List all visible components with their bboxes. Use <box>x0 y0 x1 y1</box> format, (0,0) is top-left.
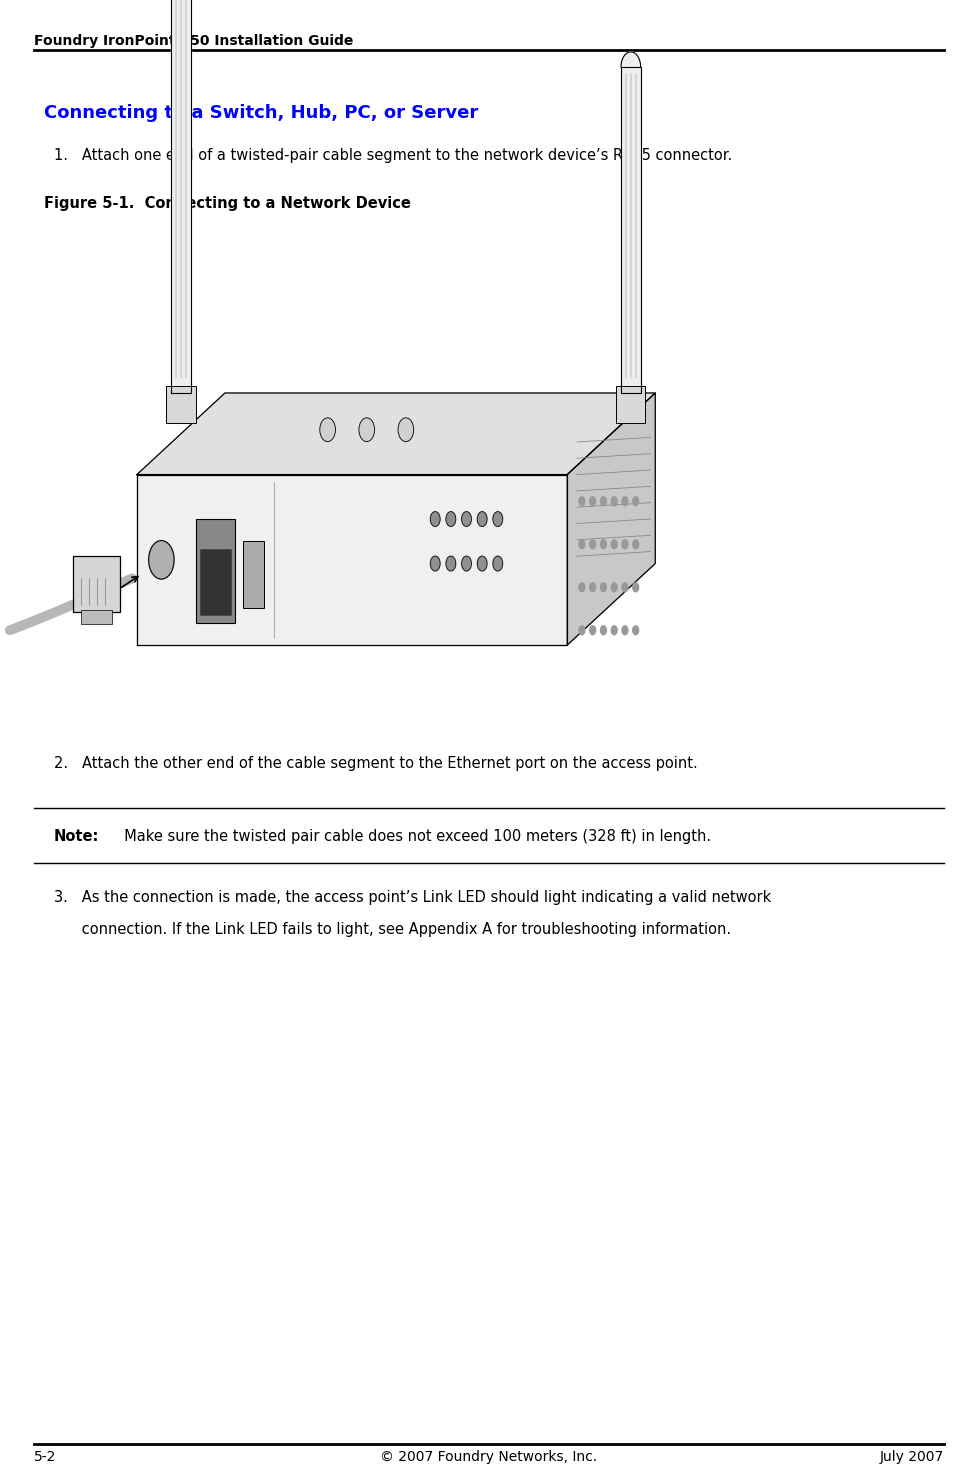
Circle shape <box>611 497 616 506</box>
Polygon shape <box>567 393 655 645</box>
Circle shape <box>621 497 627 506</box>
Text: July 2007: July 2007 <box>878 1450 943 1464</box>
Circle shape <box>632 583 638 592</box>
Circle shape <box>600 540 606 549</box>
Circle shape <box>578 626 584 635</box>
Circle shape <box>461 556 471 571</box>
Bar <box>199 549 231 615</box>
Text: 1.   Attach one end of a twisted-pair cable segment to the network device’s RJ-4: 1. Attach one end of a twisted-pair cabl… <box>54 148 732 163</box>
Circle shape <box>578 540 584 549</box>
Circle shape <box>621 626 627 635</box>
Circle shape <box>600 497 606 506</box>
Circle shape <box>621 583 627 592</box>
Bar <box>195 519 234 623</box>
Circle shape <box>359 418 374 442</box>
Text: Note:: Note: <box>54 829 99 844</box>
Text: 2.   Attach the other end of the cable segment to the Ethernet port on the acces: 2. Attach the other end of the cable seg… <box>54 756 697 771</box>
Text: Foundry IronPoint 250 Installation Guide: Foundry IronPoint 250 Installation Guide <box>34 34 354 47</box>
Circle shape <box>600 583 606 592</box>
Circle shape <box>621 540 627 549</box>
Circle shape <box>492 556 502 571</box>
Circle shape <box>461 512 471 526</box>
Circle shape <box>149 541 174 580</box>
Circle shape <box>446 512 455 526</box>
Polygon shape <box>137 475 567 645</box>
Circle shape <box>477 512 487 526</box>
Text: Make sure the twisted pair cable does not exceed 100 meters (328 ft) in length.: Make sure the twisted pair cable does no… <box>115 829 711 844</box>
Circle shape <box>611 583 616 592</box>
Circle shape <box>600 626 606 635</box>
Circle shape <box>477 556 487 571</box>
Circle shape <box>446 556 455 571</box>
Text: 5-2: 5-2 <box>34 1450 57 1464</box>
Polygon shape <box>620 67 640 393</box>
Circle shape <box>578 583 584 592</box>
Circle shape <box>319 418 335 442</box>
Text: connection. If the Link LED fails to light, see Appendix A for troubleshooting i: connection. If the Link LED fails to lig… <box>54 922 730 937</box>
Text: © 2007 Foundry Networks, Inc.: © 2007 Foundry Networks, Inc. <box>380 1450 597 1464</box>
Circle shape <box>589 497 595 506</box>
Bar <box>242 541 264 608</box>
Circle shape <box>430 556 440 571</box>
Polygon shape <box>620 52 640 67</box>
Bar <box>81 610 112 624</box>
Circle shape <box>589 583 595 592</box>
Circle shape <box>632 540 638 549</box>
Bar <box>616 386 645 423</box>
Polygon shape <box>137 393 655 475</box>
Circle shape <box>611 540 616 549</box>
Circle shape <box>611 626 616 635</box>
Circle shape <box>492 512 502 526</box>
Text: Connecting to a Switch, Hub, PC, or Server: Connecting to a Switch, Hub, PC, or Serv… <box>44 104 478 122</box>
Polygon shape <box>171 0 191 393</box>
Circle shape <box>398 418 413 442</box>
Circle shape <box>589 540 595 549</box>
Circle shape <box>430 512 440 526</box>
Circle shape <box>632 626 638 635</box>
Circle shape <box>589 626 595 635</box>
Bar <box>166 386 195 423</box>
Bar <box>73 556 120 612</box>
Text: Figure 5-1.  Connecting to a Network Device: Figure 5-1. Connecting to a Network Devi… <box>44 196 410 211</box>
Circle shape <box>632 497 638 506</box>
Circle shape <box>578 497 584 506</box>
Text: 3.   As the connection is made, the access point’s Link LED should light indicat: 3. As the connection is made, the access… <box>54 890 770 905</box>
